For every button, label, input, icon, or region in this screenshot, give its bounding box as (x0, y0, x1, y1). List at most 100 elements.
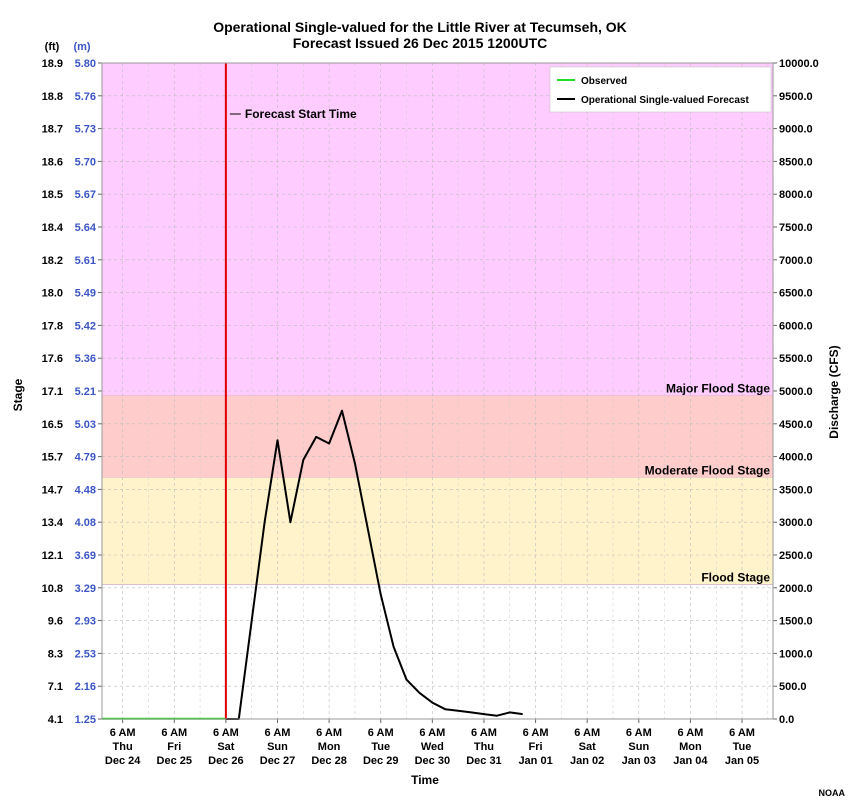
left-tick-label-m: 4.79 (75, 452, 96, 464)
left-tick-label-m: 5.03 (75, 419, 96, 431)
x-tick-label-weekday: Sat (217, 741, 234, 753)
right-tick-label: 1500.0 (779, 616, 813, 628)
x-tick-label-time: 6 AM (471, 727, 497, 739)
x-tick-label-time: 6 AM (729, 727, 755, 739)
left-tick-label-m: 5.73 (75, 124, 96, 136)
left-tick-label-ft: 18.7 (42, 124, 63, 136)
flood-zone-band (102, 477, 773, 585)
x-tick-label-date: Jan 05 (725, 755, 759, 767)
right-tick-label: 7500.0 (779, 222, 813, 234)
left-unit-m: (m) (73, 41, 90, 53)
left-tick-label-ft: 18.2 (42, 255, 63, 267)
left-tick-label-ft: 17.1 (42, 386, 63, 398)
left-tick-label-m: 4.08 (75, 517, 96, 529)
left-tick-label-m: 5.49 (75, 288, 96, 300)
flood-zone-band (102, 395, 773, 478)
flood-zone-label: Moderate Flood Stage (645, 464, 771, 478)
x-tick-label-time: 6 AM (626, 727, 652, 739)
right-tick-label: 3500.0 (779, 484, 813, 496)
chart-title: Operational Single-valued for the Little… (213, 19, 627, 35)
x-tick-label-weekday: Sun (267, 741, 288, 753)
x-tick-label-date: Jan 03 (622, 755, 656, 767)
chart-subtitle: Forecast Issued 26 Dec 2015 1200UTC (293, 35, 547, 51)
x-tick-label-date: Dec 28 (311, 755, 346, 767)
left-tick-label-m: 4.48 (75, 484, 96, 496)
x-tick-label-date: Dec 24 (105, 755, 141, 767)
y-axis-title-left: Stage (11, 378, 25, 411)
right-tick-label: 8000.0 (779, 189, 813, 201)
x-tick-label-time: 6 AM (677, 727, 703, 739)
x-tick-label-time: 6 AM (161, 727, 187, 739)
x-tick-label-time: 6 AM (316, 727, 342, 739)
x-tick-label-time: 6 AM (213, 727, 239, 739)
x-tick-label-weekday: Sat (579, 741, 596, 753)
x-tick-label-time: 6 AM (110, 727, 136, 739)
x-tick-label-weekday: Thu (474, 741, 494, 753)
left-tick-label-ft: 9.6 (48, 616, 63, 628)
y-axis-title-right: Discharge (CFS) (827, 345, 841, 438)
x-tick-label-date: Dec 25 (157, 755, 192, 767)
flood-zone-label: Flood Stage (701, 571, 770, 585)
legend-box (549, 66, 772, 113)
left-tick-label-ft: 18.5 (42, 189, 63, 201)
x-tick-label-weekday: Fri (167, 741, 181, 753)
left-tick-label-m: 5.67 (75, 189, 96, 201)
left-tick-label-m: 3.29 (75, 583, 96, 595)
x-tick-label-time: 6 AM (419, 727, 445, 739)
credit-label: NOAA (819, 788, 846, 798)
left-tick-label-m: 5.42 (75, 320, 96, 332)
left-tick-label-m: 5.61 (75, 255, 96, 267)
right-tick-label: 5500.0 (779, 353, 813, 365)
left-tick-label-ft: 17.8 (42, 320, 63, 332)
x-tick-label-time: 6 AM (523, 727, 549, 739)
left-tick-label-ft: 10.8 (42, 583, 63, 595)
right-tick-label: 7000.0 (779, 255, 813, 267)
left-tick-label-m: 1.25 (75, 714, 96, 726)
x-tick-label-date: Jan 04 (673, 755, 708, 767)
left-tick-label-m: 2.53 (75, 648, 96, 660)
left-unit-ft: (ft) (45, 41, 60, 53)
legend-label-forecast: Operational Single-valued Forecast (581, 95, 749, 106)
right-tick-label: 500.0 (779, 681, 807, 693)
x-tick-label-weekday: Mon (679, 741, 702, 753)
right-tick-label: 6000.0 (779, 320, 813, 332)
left-tick-label-m: 5.80 (75, 58, 96, 70)
left-tick-label-ft: 18.8 (42, 91, 63, 103)
x-axis-title: Time (411, 773, 439, 787)
right-tick-label: 8500.0 (779, 156, 813, 168)
left-tick-label-m: 5.36 (75, 353, 96, 365)
x-tick-label-weekday: Wed (421, 741, 444, 753)
left-tick-label-ft: 18.4 (42, 222, 64, 234)
left-tick-label-m: 2.93 (75, 616, 96, 628)
left-tick-label-ft: 7.1 (48, 681, 63, 693)
forecast-start-label: Forecast Start Time (245, 107, 357, 121)
right-tick-label: 5000.0 (779, 386, 813, 398)
x-tick-label-date: Jan 01 (518, 755, 552, 767)
left-tick-label-ft: 4.1 (48, 714, 63, 726)
forecast-series-line (225, 409, 523, 720)
left-tick-label-m: 5.70 (75, 156, 96, 168)
left-tick-label-ft: 15.7 (42, 452, 63, 464)
left-tick-label-ft: 14.7 (42, 484, 63, 496)
x-tick-label-date: Dec 30 (415, 755, 450, 767)
right-tick-label: 0.0 (779, 714, 794, 726)
left-tick-label-ft: 13.4 (42, 517, 64, 529)
left-tick-label-m: 5.76 (75, 91, 96, 103)
x-tick-label-weekday: Thu (113, 741, 133, 753)
x-tick-label-date: Dec 27 (260, 755, 295, 767)
x-tick-label-weekday: Mon (318, 741, 341, 753)
right-tick-label: 2500.0 (779, 550, 813, 562)
left-tick-label-m: 5.64 (75, 222, 97, 234)
x-tick-label-weekday: Tue (733, 741, 752, 753)
flood-zone-band (102, 63, 773, 396)
right-tick-label: 10000.0 (779, 58, 819, 70)
left-tick-label-ft: 8.3 (48, 648, 63, 660)
right-tick-label: 9000.0 (779, 124, 813, 136)
right-tick-label: 4500.0 (779, 419, 813, 431)
left-tick-label-m: 2.16 (75, 681, 96, 693)
left-tick-label-ft: 18.0 (42, 288, 63, 300)
x-tick-label-date: Dec 31 (466, 755, 501, 767)
x-tick-label-weekday: Fri (529, 741, 543, 753)
left-tick-label-ft: 12.1 (42, 550, 63, 562)
x-tick-label-weekday: Sun (628, 741, 649, 753)
